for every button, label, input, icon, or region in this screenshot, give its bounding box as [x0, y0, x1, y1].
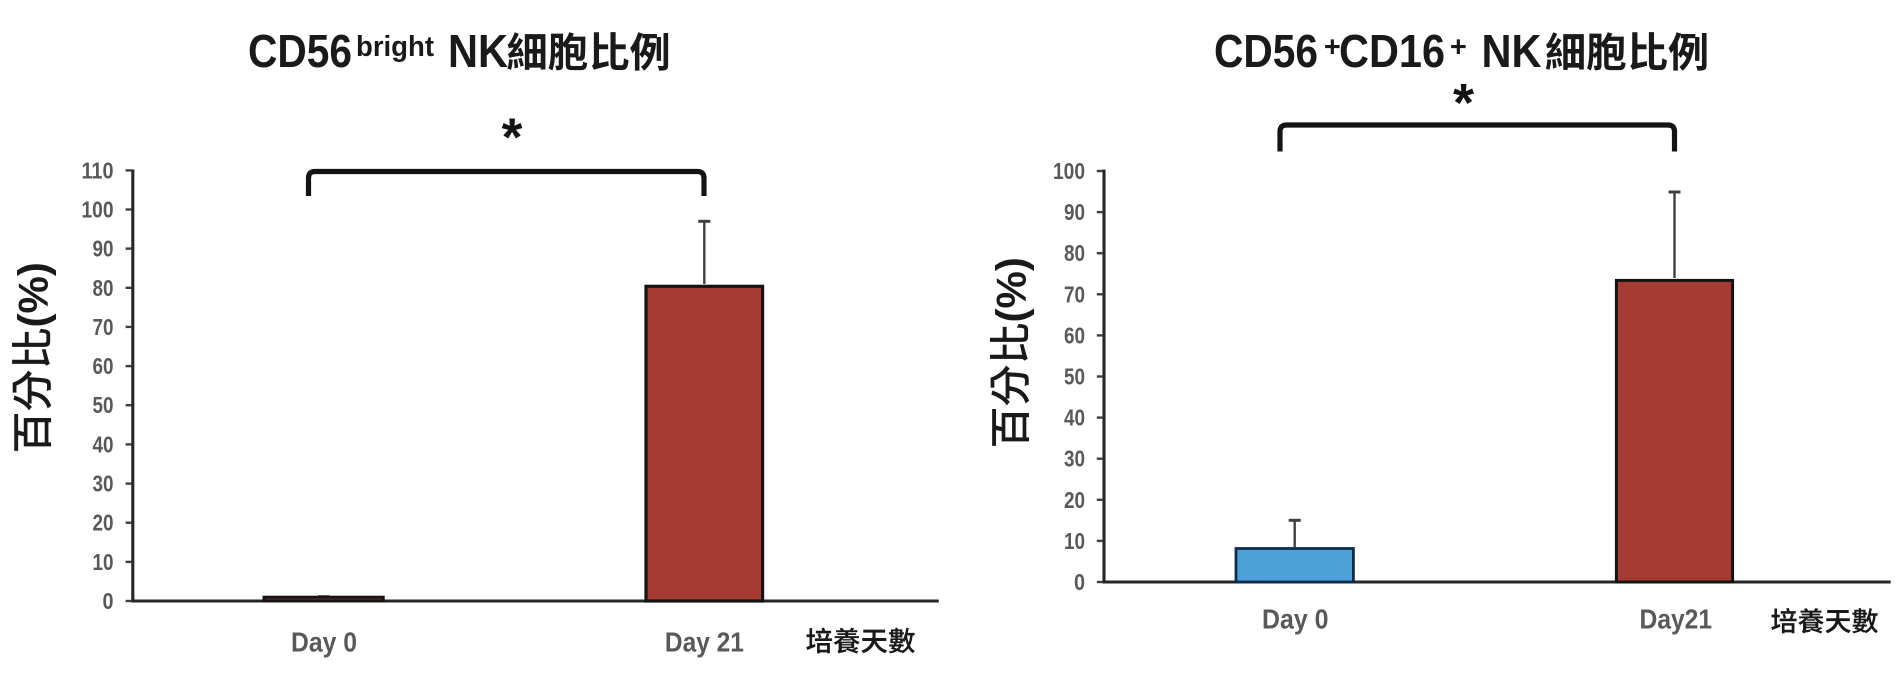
- svg-text:60: 60: [1064, 322, 1085, 348]
- svg-text:90: 90: [93, 236, 114, 262]
- svg-text:CD56: CD56: [1214, 25, 1318, 77]
- svg-text:30: 30: [93, 471, 114, 497]
- svg-text:0: 0: [1074, 569, 1085, 595]
- svg-text:110: 110: [82, 157, 114, 183]
- svg-text:70: 70: [1064, 281, 1085, 307]
- svg-text:(%): (%): [10, 262, 57, 327]
- svg-text:50: 50: [93, 392, 114, 418]
- svg-text:10: 10: [1064, 528, 1085, 554]
- svg-text:40: 40: [1064, 405, 1085, 431]
- svg-text:Day 21: Day 21: [665, 627, 744, 658]
- svg-text:20: 20: [1064, 487, 1085, 513]
- svg-text:60: 60: [93, 353, 114, 379]
- svg-text:Day 0: Day 0: [291, 627, 357, 658]
- svg-text:Day21: Day21: [1640, 604, 1713, 635]
- svg-text:CD16: CD16: [1339, 25, 1445, 77]
- svg-text:NK: NK: [1482, 25, 1542, 77]
- svg-text:90: 90: [1064, 199, 1085, 225]
- svg-text:100: 100: [82, 197, 114, 223]
- svg-text:CD56: CD56: [248, 25, 352, 77]
- svg-text:30: 30: [1064, 446, 1085, 472]
- svg-text:80: 80: [1064, 240, 1085, 266]
- svg-text:+: +: [1324, 32, 1341, 64]
- svg-text:100: 100: [1053, 158, 1085, 184]
- svg-text:80: 80: [93, 275, 114, 301]
- svg-text:20: 20: [93, 510, 114, 536]
- svg-text:NK: NK: [448, 25, 508, 77]
- svg-text:+: +: [1450, 32, 1467, 64]
- svg-text:40: 40: [93, 431, 114, 457]
- svg-text:70: 70: [93, 314, 114, 340]
- svg-text:bright: bright: [356, 31, 434, 63]
- svg-text:10: 10: [93, 549, 114, 575]
- svg-text:*: *: [1453, 73, 1474, 133]
- svg-text:50: 50: [1064, 364, 1085, 390]
- svg-text:0: 0: [103, 588, 114, 614]
- svg-text:*: *: [502, 109, 523, 168]
- svg-text:Day 0: Day 0: [1262, 604, 1329, 635]
- svg-text:(%): (%): [987, 257, 1034, 322]
